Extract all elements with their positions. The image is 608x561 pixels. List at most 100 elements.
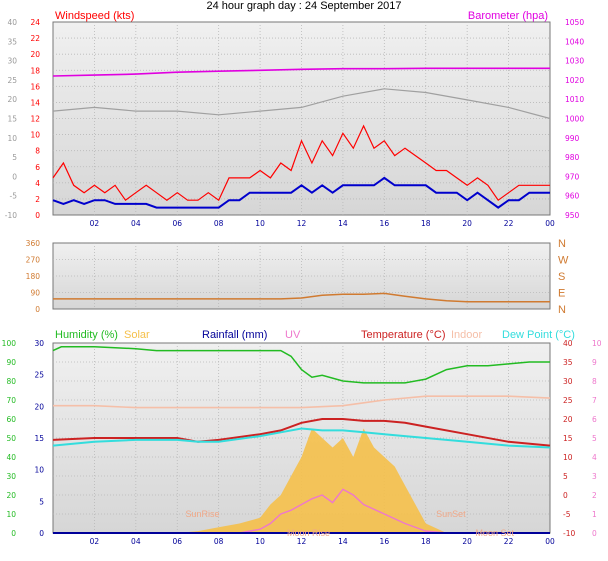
- humidity-tick: 30: [6, 472, 16, 481]
- wind-tick: 0: [35, 211, 40, 220]
- wind-x-tick: 02: [90, 219, 100, 228]
- rain-tick: 5: [39, 497, 44, 506]
- wind-gray-tick: -10: [5, 211, 17, 220]
- barometer-line: [52, 67, 550, 77]
- legend-item: Solar: [124, 329, 150, 341]
- wind-x-tick: 22: [504, 219, 514, 228]
- direction-compass-label: E: [558, 288, 565, 300]
- wind-tick: 4: [35, 179, 40, 188]
- uv-tick: 9: [592, 358, 597, 367]
- humidity-tick: 20: [6, 491, 16, 500]
- temp-tick: 25: [563, 396, 573, 405]
- wind-axis-label: Windspeed (kts): [55, 10, 134, 22]
- uv-tick: 3: [592, 472, 597, 481]
- temp-x-tick: 00: [545, 537, 555, 546]
- wind-x-tick: 18: [421, 219, 431, 228]
- baro-tick: 990: [565, 134, 580, 143]
- temp-x-tick: 16: [380, 537, 390, 546]
- direction-tick: 270: [26, 256, 41, 265]
- annotation: SunSet: [436, 509, 466, 519]
- wind-x-tick: 12: [297, 219, 307, 228]
- wind-gray-tick: -5: [10, 192, 18, 201]
- temp-tick: 35: [563, 358, 573, 367]
- wind-gray-tick: 10: [7, 134, 17, 143]
- dewpoint-line: [52, 427, 551, 449]
- wind-tick: 14: [30, 98, 40, 107]
- direction-compass-label: N: [558, 304, 566, 316]
- temp-tick: 0: [563, 491, 568, 500]
- rain-tick: 25: [34, 371, 44, 380]
- humidity-tick: 10: [6, 510, 16, 519]
- uv-tick: 7: [592, 396, 597, 405]
- uv-tick: 2: [592, 491, 597, 500]
- wind-x-tick: 10: [255, 219, 265, 228]
- baro-tick: 1000: [565, 115, 584, 124]
- temp-x-tick: 06: [172, 537, 182, 546]
- direction-tick: 360: [26, 239, 41, 248]
- annotation: Moon Rise: [287, 528, 330, 538]
- wind-tick: 16: [30, 82, 40, 91]
- wind-x-tick: 14: [338, 219, 348, 228]
- wind-tick: 24: [30, 18, 40, 27]
- direction-tick: 90: [30, 289, 40, 298]
- temp-tick: 5: [563, 472, 568, 481]
- wind-gray-tick: 20: [7, 95, 17, 104]
- uv-line: [177, 488, 447, 534]
- uv-tick: 10: [592, 339, 602, 348]
- rain-tick: 0: [39, 529, 44, 538]
- wind-gray-tick: 15: [7, 115, 17, 124]
- uv-tick: 8: [592, 377, 597, 386]
- legend-item: Humidity (%): [55, 329, 118, 341]
- legend-item: Temperature (°C): [361, 329, 445, 341]
- baro-tick: 1040: [565, 37, 584, 46]
- wind-gray-tick: 40: [7, 18, 17, 27]
- wind-gray-tick: 30: [7, 57, 17, 66]
- wind-x-tick: 16: [380, 219, 390, 228]
- humidity-line: [52, 346, 550, 384]
- rain-tick: 10: [34, 466, 44, 475]
- direction-tick: 180: [26, 272, 41, 281]
- direction-compass-label: S: [558, 271, 565, 283]
- temp-x-tick: 10: [255, 537, 265, 546]
- baro-tick: 1020: [565, 76, 584, 85]
- humidity-tick: 0: [11, 529, 16, 538]
- temp-tick: 20: [563, 415, 573, 424]
- rain-tick: 30: [34, 339, 44, 348]
- rain-tick: 15: [34, 434, 44, 443]
- baro-tick: 970: [565, 172, 580, 181]
- wind-x-tick: 04: [131, 219, 141, 228]
- windspeed-gust-line: [52, 124, 550, 202]
- uv-tick: 6: [592, 415, 597, 424]
- legend-item: Dew Point (°C): [502, 329, 575, 341]
- temp-tick: 40: [563, 339, 573, 348]
- temp-tick: 10: [563, 453, 573, 462]
- wind-tick: 22: [30, 34, 40, 43]
- wind-tick: 12: [30, 115, 40, 124]
- baro-tick: 960: [565, 192, 580, 201]
- direction-line: [53, 292, 550, 303]
- temp-x-tick: 18: [421, 537, 431, 546]
- direction-compass-label: N: [558, 238, 566, 250]
- temp-x-tick: 14: [338, 537, 348, 546]
- temp-tick: -10: [563, 529, 575, 538]
- windspeed-avg-line: [52, 176, 550, 209]
- wind-x-tick: 06: [172, 219, 182, 228]
- temp-tick: 30: [563, 377, 573, 386]
- uv-tick: 0: [592, 529, 597, 538]
- humidity-tick: 60: [6, 415, 16, 424]
- baro-axis-label: Barometer (hpa): [468, 10, 548, 22]
- wind-tick: 10: [30, 131, 40, 140]
- temp-tick: 15: [563, 434, 573, 443]
- humidity-tick: 40: [6, 453, 16, 462]
- indoor-line: [53, 395, 551, 409]
- temperature-line: [52, 418, 551, 447]
- uv-tick: 4: [592, 453, 597, 462]
- humidity-tick: 50: [6, 434, 16, 443]
- legend-item: Indoor: [451, 329, 483, 341]
- wind-gray-tick: 0: [12, 172, 17, 181]
- baro-tick: 1050: [565, 18, 584, 27]
- baro-tick: 1030: [565, 57, 584, 66]
- wind-x-tick: 00: [545, 219, 555, 228]
- temp-x-tick: 22: [504, 537, 514, 546]
